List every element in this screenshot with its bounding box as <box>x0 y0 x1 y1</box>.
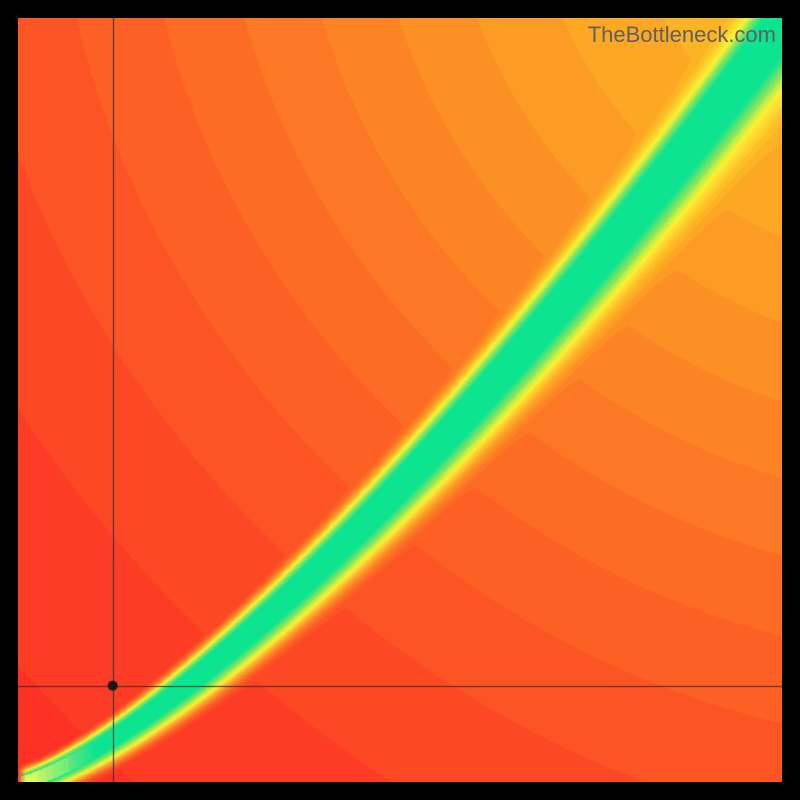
overlay-canvas <box>18 18 782 782</box>
chart-container: TheBottleneck.com <box>0 0 800 800</box>
watermark-text: TheBottleneck.com <box>588 22 776 48</box>
plot-area <box>18 18 782 782</box>
